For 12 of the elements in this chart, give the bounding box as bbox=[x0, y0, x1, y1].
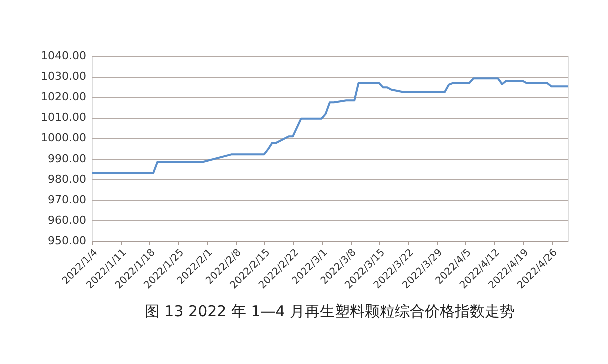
y-tick-label: 1020.00 bbox=[41, 90, 86, 104]
y-tick-label: 970.00 bbox=[48, 193, 86, 206]
y-tick-label: 1030.00 bbox=[41, 70, 86, 84]
text: 图 13 2022 年 1—4 月再生塑料颗粒综合价格指数走势 bbox=[144, 302, 516, 320]
y-tick-label: 1010.00 bbox=[41, 111, 86, 124]
y-tick-label: 960.00 bbox=[48, 214, 86, 227]
y-tick-label: 980.00 bbox=[48, 172, 86, 186]
y-tick-label: 950.00 bbox=[48, 234, 86, 248]
y-tick-label: 990.00 bbox=[48, 152, 86, 166]
y-tick-label: 1000.00 bbox=[41, 132, 86, 145]
y-tick-label: 1040.00 bbox=[41, 50, 86, 62]
line-series bbox=[91, 78, 569, 174]
